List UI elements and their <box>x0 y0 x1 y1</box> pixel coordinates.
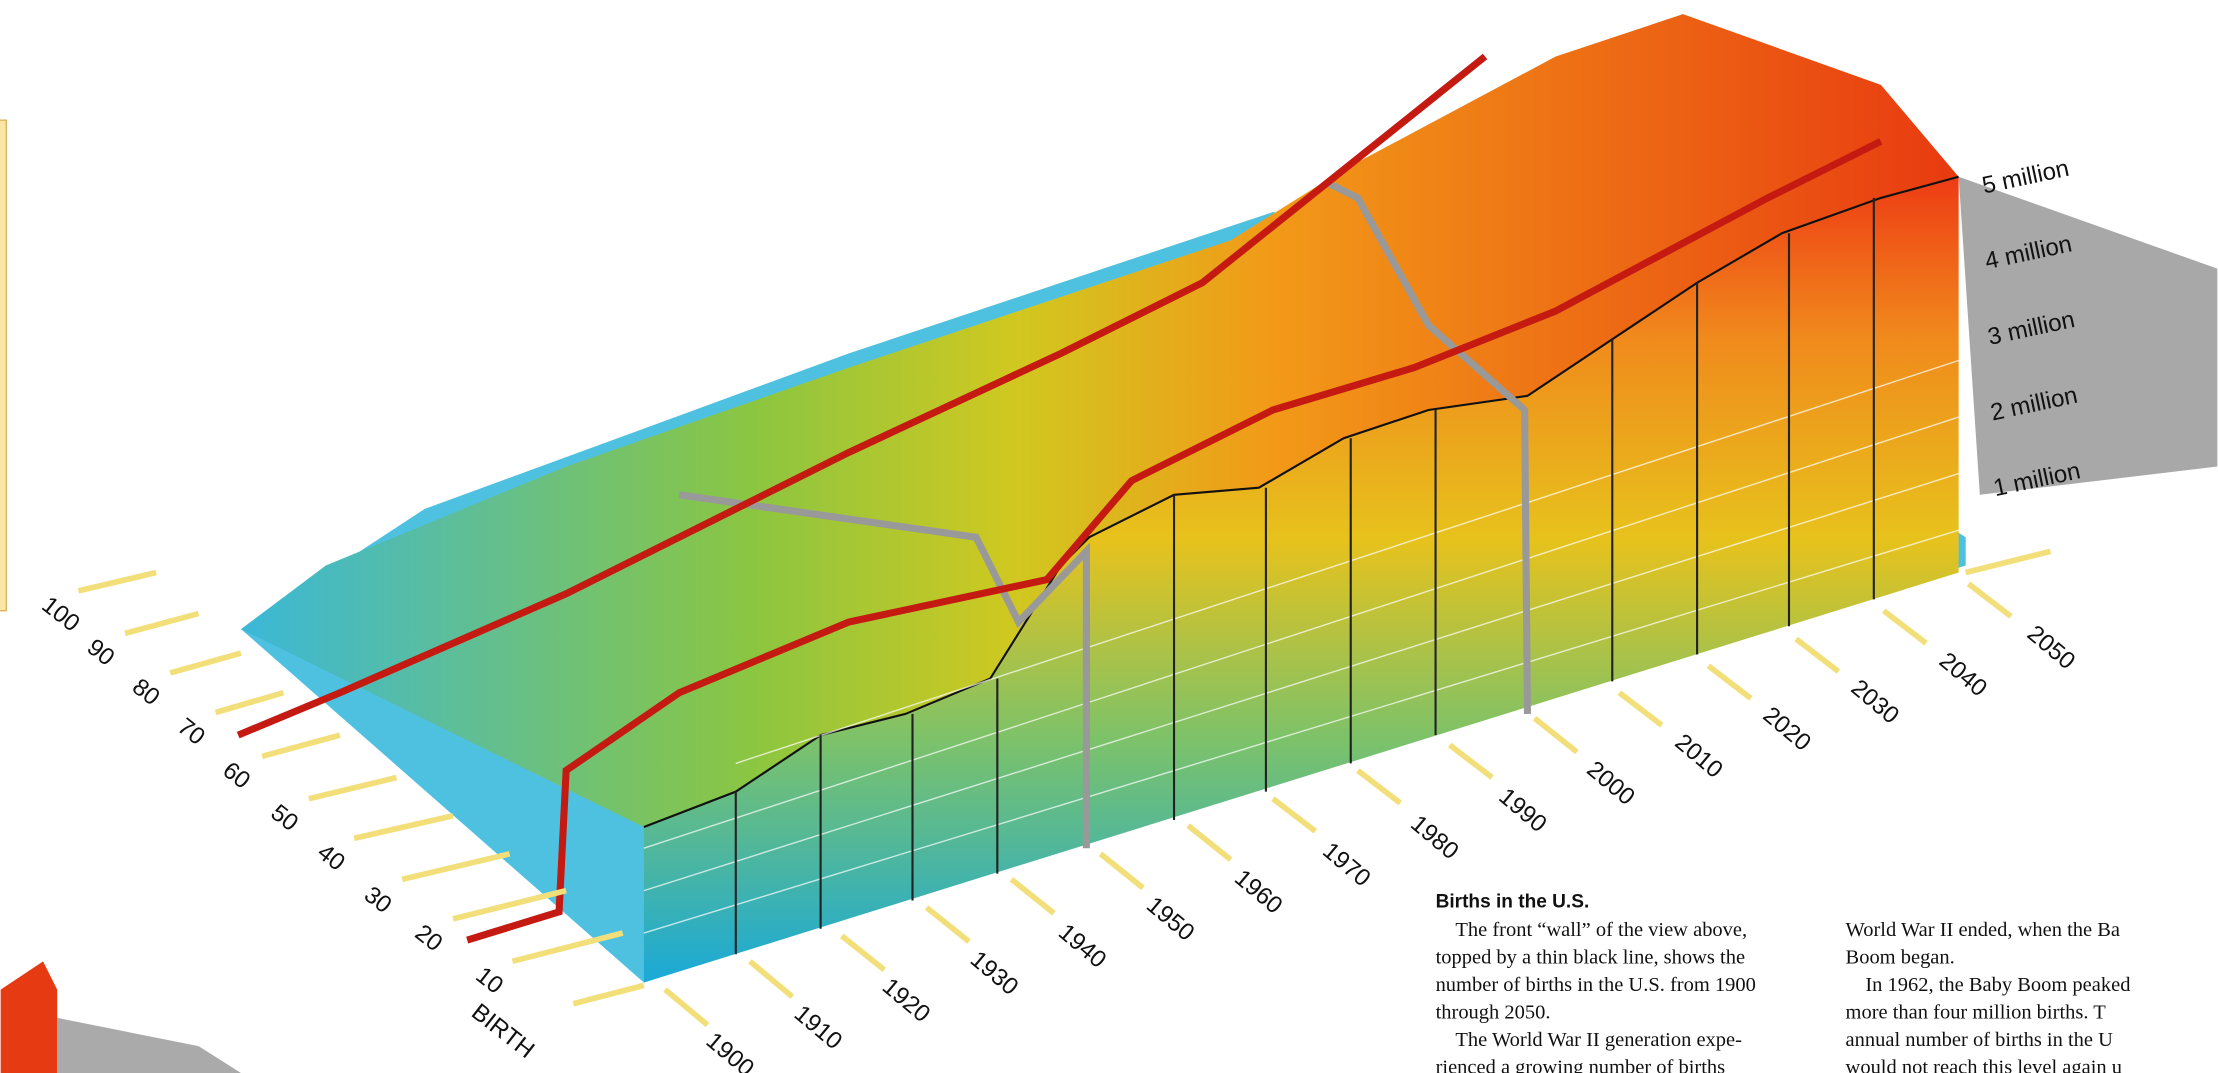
year-label: 1940 <box>1053 919 1111 974</box>
age-label: 10 <box>471 962 509 1000</box>
year-label: 2030 <box>1846 674 1904 729</box>
age-label: 20 <box>410 919 448 957</box>
year-label: 1950 <box>1141 892 1199 947</box>
age-label: 100 <box>37 591 85 637</box>
year-label: 1920 <box>877 973 935 1028</box>
article-line: would not reach this level again u <box>1846 1057 2122 1073</box>
article-line: World War II ended, when the Ba <box>1846 919 2120 941</box>
age-label: 60 <box>218 757 256 795</box>
article-line: number of births in the U.S. from 1900 <box>1436 974 1756 996</box>
value-label: 5 million <box>1980 155 2072 200</box>
figure: 100908070605040302010BIRTH 1900191019201… <box>0 0 2218 1073</box>
article: Births in the U.S. The front “wall” of t… <box>1436 892 2131 1073</box>
year-label: 1980 <box>1405 810 1463 865</box>
year-label: 2010 <box>1670 729 1728 784</box>
year-label: 1970 <box>1317 837 1375 892</box>
article-line: The World War II generation expe- <box>1455 1029 1742 1051</box>
year-label: 2020 <box>1758 702 1816 757</box>
age-label: BIRTH <box>466 998 539 1063</box>
age-label: 50 <box>266 799 304 837</box>
age-label: 90 <box>82 634 120 672</box>
article-line: In 1962, the Baby Boom peaked <box>1865 974 2130 996</box>
article-line: rienced a growing number of births <box>1436 1057 1726 1073</box>
year-label: 2040 <box>1934 647 1992 702</box>
age-label: 40 <box>312 839 350 877</box>
article-line: more than four million births. T <box>1846 1002 2107 1024</box>
article-line: The front “wall” of the view above, <box>1455 919 1747 941</box>
article-title: Births in the U.S. <box>1436 892 1590 913</box>
year-label: 2000 <box>1582 756 1640 811</box>
age-label: 80 <box>127 673 165 711</box>
year-label: 1910 <box>789 1000 847 1055</box>
year-label: 2050 <box>2022 620 2080 675</box>
age-label: 30 <box>359 881 397 919</box>
decoration <box>0 14 2217 1073</box>
article-line: Boom began. <box>1846 946 1955 968</box>
year-label: 1990 <box>1493 783 1551 838</box>
age-label: 70 <box>172 713 210 751</box>
article-line: annual number of births in the U <box>1846 1029 2114 1051</box>
year-label: 1930 <box>965 946 1023 1001</box>
year-label: 1900 <box>701 1027 759 1073</box>
article-line: topped by a thin black line, shows the <box>1436 946 1745 968</box>
article-line: through 2050. <box>1436 1002 1551 1024</box>
year-label: 1960 <box>1229 864 1287 919</box>
